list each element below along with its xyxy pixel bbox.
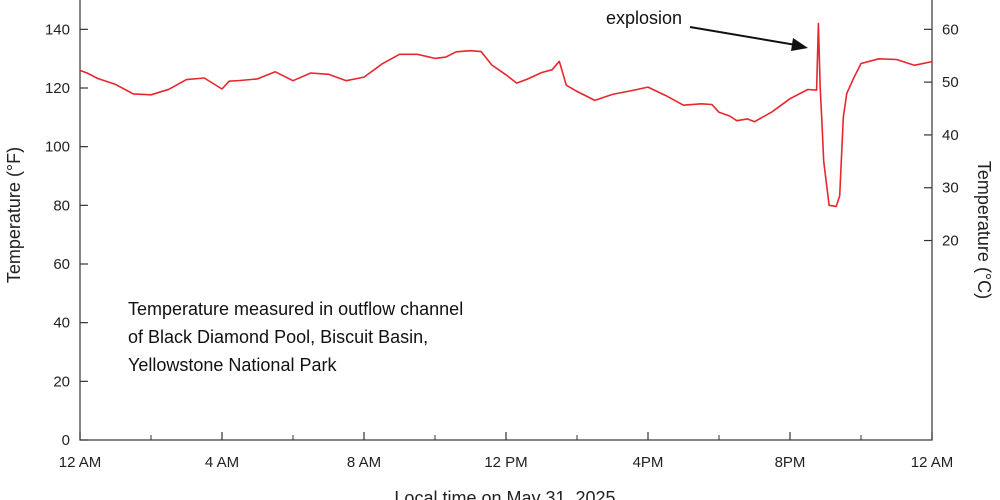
y-axis-title-left: Temperature (°F) — [4, 147, 24, 283]
y-tick-label-right: 20 — [942, 233, 959, 250]
annotation-line-2: of Black Diamond Pool, Biscuit Basin, — [128, 327, 428, 347]
y-tick-label-left: 140 — [45, 21, 70, 38]
explosion-callout: explosion — [606, 8, 808, 51]
annotation-line-1: Temperature measured in outflow channel — [128, 299, 463, 319]
callout-label: explosion — [606, 8, 682, 28]
x-tick-label: 12 AM — [911, 454, 954, 471]
x-axis-title: Local time on May 31, 2025 — [394, 488, 615, 500]
callout-arrow-line — [689, 26, 797, 46]
y-tick-label-left: 80 — [53, 197, 70, 214]
y-tick-label-left: 20 — [53, 373, 70, 390]
x-tick-label: 12 AM — [59, 454, 102, 471]
y-tick-label-left: 0 — [62, 432, 70, 449]
x-tick-label: 8PM — [775, 454, 806, 471]
x-tick-label: 4PM — [633, 454, 664, 471]
y-tick-label-left: 60 — [53, 256, 70, 273]
y-tick-label-right: 60 — [942, 21, 959, 38]
ticks: 12 AM 4 AM 8 AM 12 PM 4PM 8PM 12 AM 0 20 40 60 80 10… — [45, 21, 959, 471]
annotation-line-3: Yellowstone National Park — [128, 355, 337, 375]
x-tick-label: 12 PM — [484, 454, 527, 471]
x-tick-label: 4 AM — [205, 454, 239, 471]
y-tick-label-right: 30 — [942, 180, 959, 197]
y-tick-label-left: 100 — [45, 139, 70, 156]
y-tick-label-left: 40 — [53, 315, 70, 332]
callout-arrow-head — [791, 38, 808, 51]
temperature-series-line — [79, 22, 933, 208]
y-tick-label-left: 120 — [45, 80, 70, 97]
y-axis-title-right: Temperature (°C) — [974, 161, 994, 299]
series — [79, 22, 933, 208]
y-tick-label-right: 50 — [942, 74, 959, 91]
y-tick-label-right: 40 — [942, 127, 959, 144]
chart-annotation: Temperature measured in outflow channel … — [128, 299, 463, 375]
x-tick-label: 8 AM — [347, 454, 381, 471]
